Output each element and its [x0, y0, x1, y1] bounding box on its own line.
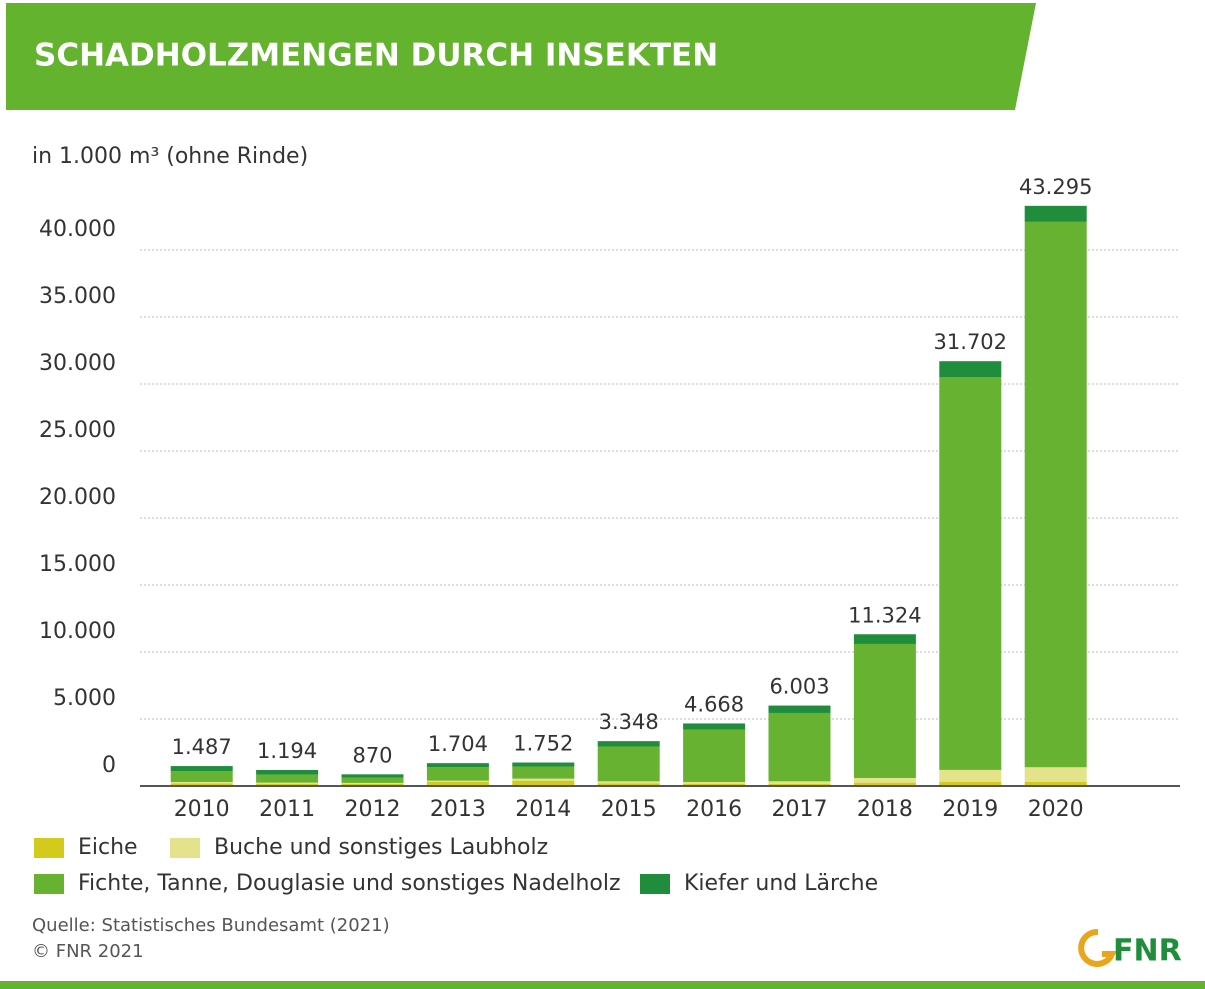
bar-segment	[256, 783, 319, 786]
bar-segment	[683, 783, 746, 786]
bar-segment	[853, 777, 916, 783]
legend-label: Eiche	[78, 835, 138, 860]
bar-segment	[170, 783, 233, 786]
bar-segment	[170, 771, 233, 782]
total-label: 11.324	[848, 603, 921, 627]
y-tick-label: 5.000	[53, 686, 116, 711]
bar-segment	[939, 377, 1002, 770]
bar-segment	[939, 361, 1002, 378]
bar-segment	[768, 783, 831, 786]
total-label: 1.704	[428, 732, 488, 756]
bar-segment	[597, 783, 660, 786]
bar-segment	[683, 729, 746, 782]
bar-segment	[683, 781, 746, 784]
title-banner	[6, 3, 1036, 110]
source: Quelle: Statistisches Bundesamt (2021)	[32, 915, 390, 936]
copyright: © FNR 2021	[32, 941, 144, 962]
x-tick-label: 2013	[430, 797, 486, 822]
total-label: 4.668	[684, 692, 744, 716]
y-tick-label: 30.000	[39, 351, 116, 376]
logo-icon	[1078, 929, 1117, 967]
bar-segment	[512, 766, 575, 779]
legend-swatch	[640, 874, 670, 894]
legend-label: Kiefer und Lärche	[684, 871, 878, 896]
bar-segment	[1024, 221, 1087, 768]
y-tick-label: 25.000	[39, 418, 116, 443]
bar-segment	[256, 774, 319, 783]
bar-segment	[683, 723, 746, 730]
legend-swatch	[170, 838, 200, 858]
x-tick-label: 2012	[345, 797, 401, 822]
bar-segment	[597, 746, 660, 782]
x-tick-label: 2018	[857, 797, 913, 822]
total-label: 1.194	[257, 739, 317, 763]
x-tick-label: 2015	[601, 797, 657, 822]
total-label: 6.003	[769, 675, 829, 699]
bar-segment	[853, 634, 916, 644]
subtitle: in 1.000 m³ (ohne Rinde)	[32, 144, 308, 169]
bar-segment	[341, 774, 404, 778]
bar-segment	[1024, 781, 1087, 786]
bar-segment	[853, 643, 916, 778]
bar-segment	[512, 762, 575, 767]
total-label: 1.752	[513, 732, 573, 756]
bar-segment	[256, 782, 319, 784]
bottom-bar	[0, 981, 1205, 989]
x-tick-label: 2017	[772, 797, 828, 822]
logo: FNR	[1113, 934, 1182, 969]
bar-segment	[170, 781, 233, 784]
x-tick-label: 2011	[259, 797, 315, 822]
total-label: 870	[352, 743, 392, 767]
bar-segment	[768, 712, 831, 782]
bar-segment	[939, 781, 1002, 786]
bar-segment	[426, 767, 489, 781]
x-tick-label: 2020	[1028, 797, 1084, 822]
bar-segment	[256, 770, 319, 775]
total-label: 43.295	[1019, 175, 1092, 199]
bar-segment	[939, 769, 1002, 782]
legend-swatch	[34, 874, 64, 894]
legend-swatch	[34, 838, 64, 858]
y-tick-label: 35.000	[39, 284, 116, 309]
y-tick-label: 10.000	[39, 619, 116, 644]
x-tick-label: 2010	[174, 797, 230, 822]
x-tick-label: 2016	[686, 797, 742, 822]
total-label: 3.348	[599, 710, 659, 734]
legend-label: Buche und sonstiges Laubholz	[214, 835, 548, 860]
y-tick-label: 0	[102, 753, 116, 778]
bar-segment	[853, 782, 916, 786]
bar-segment	[341, 782, 404, 784]
bar-segment	[512, 778, 575, 781]
bar-segment	[768, 781, 831, 784]
x-tick-label: 2014	[515, 797, 571, 822]
bar-segment	[426, 781, 489, 786]
chart-title: SCHADHOLZMENGEN DURCH INSEKTEN	[34, 38, 718, 74]
total-label: 1.487	[172, 735, 232, 759]
y-tick-label: 40.000	[39, 217, 116, 242]
bar-segment	[512, 780, 575, 786]
total-label: 31.702	[934, 330, 1007, 354]
x-tick-label: 2019	[942, 797, 998, 822]
bar-segment	[768, 705, 831, 713]
bar-segment	[597, 781, 660, 784]
bar-segment	[426, 780, 489, 782]
bar-segment	[426, 763, 489, 768]
y-tick-label: 20.000	[39, 485, 116, 510]
legend-label: Fichte, Tanne, Douglasie und sonstiges N…	[78, 871, 621, 896]
bar-segment	[170, 766, 233, 772]
bar-segment	[341, 783, 404, 786]
y-tick-label: 15.000	[39, 552, 116, 577]
bar-segment	[597, 741, 660, 747]
bar-segment	[1024, 767, 1087, 782]
bar-segment	[341, 777, 404, 783]
bar-segment	[1024, 205, 1087, 222]
